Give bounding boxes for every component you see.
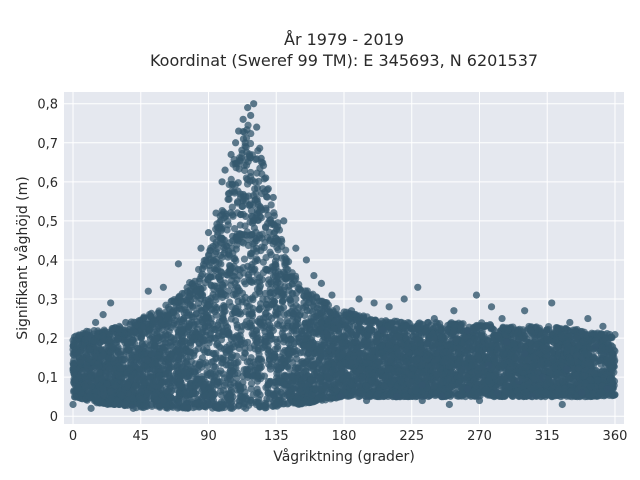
data-point (247, 385, 255, 393)
data-point (248, 278, 256, 286)
data-point (259, 258, 267, 266)
data-point (224, 217, 232, 225)
data-point (241, 321, 249, 329)
data-point (262, 265, 270, 273)
data-point (267, 201, 275, 209)
data-point (259, 162, 268, 170)
data-point (227, 353, 235, 361)
data-point (279, 325, 287, 333)
data-point (191, 277, 199, 285)
data-point (235, 344, 243, 353)
data-point (280, 303, 288, 312)
data-point (544, 325, 553, 334)
data-point (240, 128, 249, 136)
data-point (239, 264, 247, 272)
data-point (223, 271, 231, 279)
data-point (204, 272, 212, 280)
data-point (229, 340, 237, 348)
chart-title-line1: År 1979 - 2019 (284, 30, 404, 49)
data-point (194, 265, 203, 274)
data-point (322, 299, 330, 307)
data-point (248, 312, 257, 320)
data-point (244, 121, 252, 129)
data-point (198, 354, 207, 362)
data-point (228, 203, 236, 211)
data-point (247, 380, 256, 388)
data-point (247, 252, 255, 260)
data-points (69, 100, 619, 412)
data-point (225, 329, 233, 338)
data-point (247, 207, 256, 215)
chart-title-line2: Koordinat (Sweref 99 TM): E 345693, N 62… (150, 51, 538, 70)
data-point (197, 272, 205, 280)
data-point (240, 255, 249, 263)
data-point (437, 333, 445, 342)
data-point (242, 231, 251, 239)
data-point (198, 291, 207, 299)
data-point (261, 328, 269, 336)
data-point (221, 279, 229, 287)
data-point (268, 324, 276, 332)
data-point (241, 349, 249, 358)
data-point (256, 144, 264, 152)
data-point (295, 311, 304, 320)
data-point (289, 315, 297, 323)
data-point (295, 304, 303, 312)
data-point (607, 333, 615, 341)
